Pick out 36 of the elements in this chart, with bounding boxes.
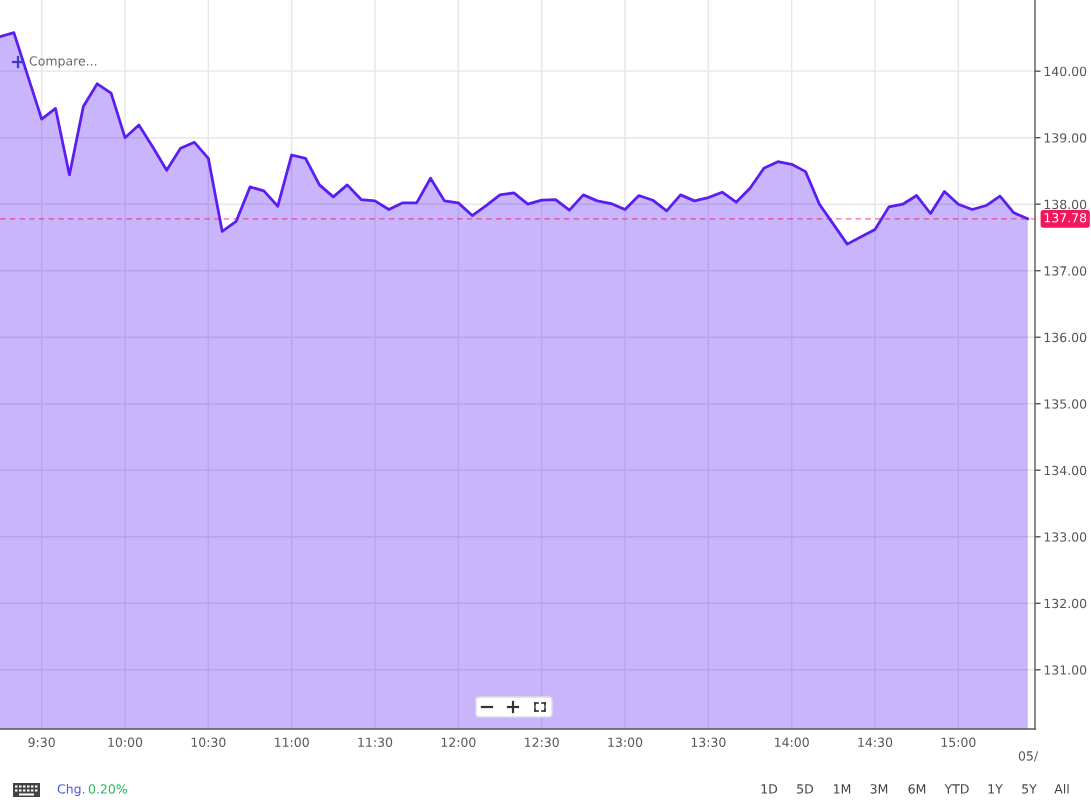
text: All (1054, 783, 1069, 794)
text: 5D (797, 784, 814, 794)
x-tick-label: 15:00 (941, 737, 976, 748)
text: 6M (908, 784, 926, 794)
y-tick-label: 132.00 (1044, 598, 1087, 609)
x-tick-label: 12:00 (441, 737, 476, 748)
x-tick-label: 9:30 (28, 737, 55, 748)
y-tick-label: 133.00 (1044, 532, 1087, 542)
text: 3M (870, 784, 888, 794)
x-tick-label: 12:30 (525, 737, 559, 748)
text: 5Y (1022, 784, 1037, 794)
annotation: Compare... (29, 56, 97, 69)
text: 1Y (988, 784, 1003, 794)
x-tick-label: 13:00 (608, 737, 643, 748)
text: YTD (944, 784, 969, 794)
x-tick-label: 11:00 (275, 737, 309, 748)
x-tick-label: 10:30 (191, 737, 226, 748)
text: 1M (834, 784, 851, 794)
x-tick-label: 14:00 (775, 737, 809, 748)
text: 0.20% (88, 784, 128, 794)
y-tick-label: 140.00 (1044, 66, 1087, 77)
text: 1D (761, 784, 778, 794)
x-tick-label: 10:00 (108, 737, 143, 748)
y-tick-label: 136.00 (1044, 332, 1087, 343)
x-tick-label: 11:30 (358, 737, 393, 748)
y-tick-label: 139.00 (1044, 133, 1087, 143)
y-tick-label: 131.00 (1044, 665, 1087, 675)
y-tick-label: 138.00 (1044, 199, 1087, 210)
y-tick-label: 137.00 (1044, 266, 1087, 276)
x-tick-label: 13:30 (691, 737, 726, 748)
y-tick-label: 135.00 (1044, 399, 1087, 409)
ref-line-label: 137.78 (1044, 213, 1087, 223)
text: Chg. (57, 783, 85, 797)
y-tick-label: 134.00 (1044, 465, 1087, 476)
x-tick-label: 14:30 (858, 737, 893, 748)
text: 05/ (1018, 751, 1039, 762)
